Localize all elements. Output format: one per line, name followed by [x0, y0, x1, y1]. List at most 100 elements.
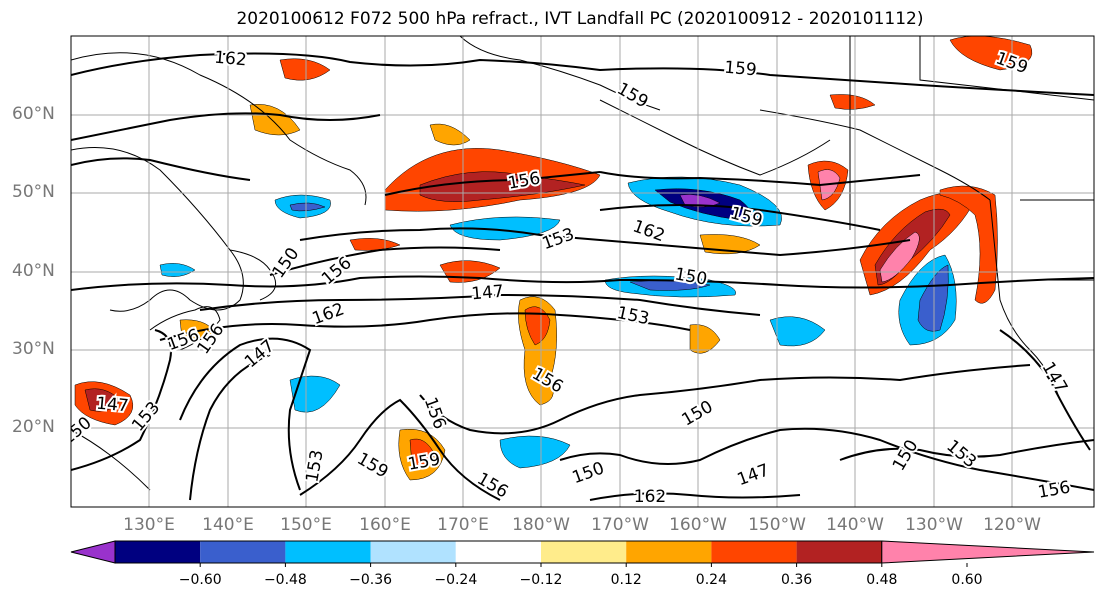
anomaly-region	[829, 94, 876, 110]
contour-label: 147	[95, 394, 129, 417]
contour-label: 159	[353, 449, 391, 483]
refractivity-contours	[71, 52, 1094, 501]
anomaly-region	[419, 171, 586, 202]
colorbar-label: 0.48	[866, 572, 898, 588]
lat-label: 30°N	[12, 339, 55, 359]
contour-label: 150	[570, 458, 607, 488]
contour-line	[159, 312, 691, 341]
lon-label: 160°W	[669, 515, 727, 535]
contour-line	[189, 354, 271, 501]
lon-label: 150°E	[280, 515, 332, 535]
anomaly-fills	[74, 36, 1033, 481]
coastline	[989, 199, 1061, 401]
contour-line	[559, 427, 1094, 491]
contour-line	[839, 439, 1094, 461]
anomaly-region	[84, 388, 121, 412]
anomaly-region	[249, 104, 301, 136]
contour-label: 159	[723, 58, 757, 81]
contour-label: 162	[634, 487, 666, 507]
lon-label: 120°W	[983, 515, 1041, 535]
lon-label: 130°W	[905, 515, 963, 535]
grid-lines	[71, 36, 1094, 507]
colorbar-label: −0.24	[434, 572, 478, 588]
lon-label: 140°W	[826, 515, 884, 535]
contour-line	[599, 204, 881, 231]
contour-label: 150	[889, 436, 923, 474]
anomaly-region	[349, 238, 401, 251]
colorbar-label: 0.12	[610, 572, 642, 588]
anomaly-region	[769, 316, 826, 347]
colorbar-label: 0.60	[951, 572, 983, 588]
contour-label: 150	[58, 413, 96, 449]
colorbar-segment	[115, 541, 201, 563]
anomaly-region	[289, 375, 341, 413]
colorbar-label: 0.24	[695, 572, 727, 588]
coastline	[71, 429, 151, 491]
contour-line	[599, 171, 921, 187]
lon-label: 170°W	[591, 515, 649, 535]
lat-label: 50°N	[12, 182, 55, 202]
lon-label: 170°E	[437, 515, 489, 535]
lon-label: 150°W	[748, 515, 806, 535]
contour-label: 156	[473, 469, 511, 503]
coastline	[759, 109, 991, 201]
contour-label: 162	[213, 48, 247, 71]
anomaly-region	[689, 324, 721, 354]
anomaly-region	[289, 202, 326, 212]
contour-label: 162	[630, 216, 667, 246]
contour-line	[384, 171, 601, 196]
colorbar-label: −0.60	[178, 572, 222, 588]
lon-label: 180°W	[512, 515, 570, 535]
contour-line	[71, 275, 1094, 291]
colorbar-segment	[370, 541, 456, 563]
contour-label: 156	[1036, 477, 1071, 502]
colorbar-segment	[455, 541, 541, 563]
anomaly-region	[409, 438, 436, 467]
contour-label: 147	[735, 460, 772, 490]
colorbar-segment	[626, 541, 712, 563]
contour-line	[269, 246, 501, 276]
contour-line	[419, 364, 1031, 435]
map-frame	[70, 35, 1095, 508]
contour-label: 156	[165, 325, 202, 355]
coastline	[71, 52, 367, 206]
coastline	[71, 147, 244, 312]
anomaly-region	[429, 123, 471, 146]
contour-line	[999, 329, 1091, 451]
anomaly-region	[917, 264, 949, 332]
anomaly-region	[499, 435, 571, 469]
anomaly-region	[159, 263, 196, 277]
colorbar-segment	[541, 541, 627, 563]
contour-line	[71, 329, 172, 471]
contour-label: 153	[942, 436, 980, 472]
colorbar-segment	[711, 541, 797, 563]
contour-line	[71, 52, 1094, 96]
coastline	[229, 249, 277, 301]
colorbar-label: −0.48	[263, 572, 307, 588]
anomaly-region	[679, 194, 721, 208]
colorbar-low-extend	[70, 540, 116, 564]
contour-line	[299, 227, 911, 257]
contour-label: 159	[406, 449, 441, 474]
map-title: 2020100612 F072 500 hPa refract., IVT La…	[236, 9, 924, 29]
anomaly-region	[279, 58, 331, 81]
lon-label: 130°E	[123, 515, 175, 535]
anomaly-region	[939, 185, 998, 304]
contour-line	[71, 157, 251, 181]
lat-label: 40°N	[12, 261, 55, 281]
contour-line	[179, 337, 312, 491]
colorbar-high-extend	[881, 540, 1095, 564]
lat-label: 60°N	[12, 104, 55, 124]
colorbar-label: −0.12	[519, 572, 563, 588]
anomaly-region	[879, 231, 920, 283]
contour-label: 159	[613, 79, 651, 113]
colorbar-segment	[796, 541, 882, 563]
colorbar-label: 0.36	[781, 572, 813, 588]
colorbar-label: −0.36	[349, 572, 393, 588]
contour-label: 162	[310, 299, 347, 329]
contour-label: 147	[471, 282, 505, 305]
coastline	[459, 36, 661, 111]
lat-label: 20°N	[12, 417, 55, 437]
contour-line	[71, 112, 381, 141]
